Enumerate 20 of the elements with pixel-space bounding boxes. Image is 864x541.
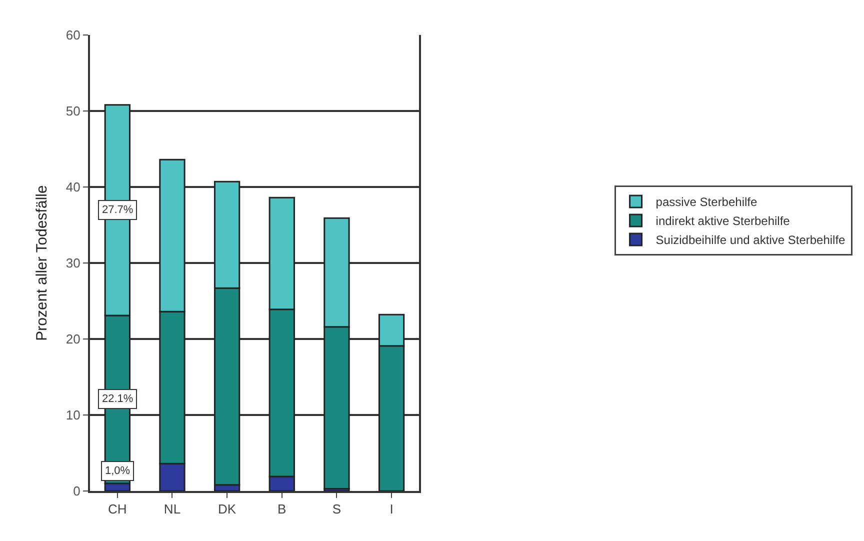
y-tick-label: 20: [66, 332, 80, 347]
y-tick-label: 60: [66, 28, 80, 43]
legend-label: passive Sterbehilfe: [656, 195, 758, 210]
y-tick-label: 10: [66, 408, 80, 423]
data-label: 1,0%: [105, 465, 130, 477]
legend-label: indirekt aktive Sterbehilfe: [656, 214, 790, 228]
data-label: 27.7%: [102, 204, 134, 216]
x-tick-label: S: [332, 502, 342, 517]
x-tick-label: I: [390, 502, 394, 517]
legend-label: Suizidbeihilfe und aktive Sterbehilfe: [656, 233, 846, 248]
y-axis-title: Prozent aller Todesfälle: [34, 185, 51, 341]
data-label: 22.1%: [102, 393, 134, 405]
y-tick-label: 0: [73, 484, 80, 499]
y-tick-label: 50: [66, 104, 80, 119]
x-tick-label: NL: [164, 502, 181, 517]
x-tick-label: DK: [218, 502, 236, 517]
x-tick-label: CH: [108, 502, 127, 517]
x-tick-label: B: [278, 502, 286, 517]
y-tick-label: 40: [66, 180, 80, 195]
y-tick-label: 30: [66, 256, 80, 271]
